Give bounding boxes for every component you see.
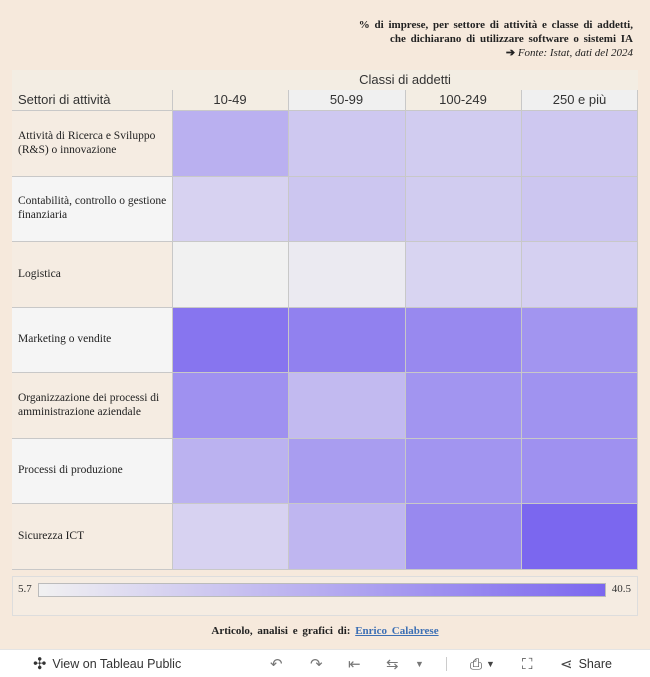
column-header-0: 10-49 xyxy=(213,92,247,107)
heatmap-cell-r5-c1[interactable] xyxy=(288,437,405,503)
heatmap-cell-r1-c3[interactable] xyxy=(521,175,638,241)
title-line-1: % di imprese, per settore di attività e … xyxy=(358,19,633,31)
heatmap-cell-r0-c3[interactable] xyxy=(521,110,638,176)
heatmap-cell-r4-c0[interactable] xyxy=(172,372,288,438)
grid-vline xyxy=(405,90,406,569)
heatmap-cell-r6-c3[interactable] xyxy=(521,503,638,569)
fullscreen-button[interactable]: ⛶ xyxy=(522,650,533,677)
toolbar-divider xyxy=(446,657,447,671)
grid-hline xyxy=(12,503,638,504)
redo-icon: ↷ xyxy=(310,656,323,673)
heatmap-cell-r5-c3[interactable] xyxy=(521,437,638,503)
heatmap-cell-r1-c1[interactable] xyxy=(288,175,405,241)
heatmap-cell-r2-c1[interactable] xyxy=(288,241,405,307)
grid-hline xyxy=(12,241,638,242)
redo-button[interactable]: ↷ xyxy=(310,650,323,677)
pause-dropdown[interactable]: ▼ xyxy=(415,650,424,677)
download-icon: ⎙ xyxy=(470,655,483,673)
view-on-tableau-button[interactable]: ✣ View on Tableau Public xyxy=(33,650,181,677)
heatmap-table: Classi di addetti Settori di attività 10… xyxy=(12,70,638,570)
credit-prefix: Articolo, analisi e grafici di: xyxy=(211,625,351,637)
undo-icon: ↶ xyxy=(270,656,283,673)
grid-vline xyxy=(637,90,638,569)
row-label-4: Organizzazione dei processi di amministr… xyxy=(12,372,172,438)
tableau-logo-icon: ✣ xyxy=(33,656,47,673)
row-label-1: Contabilità, controllo o gestione finanz… xyxy=(12,175,172,241)
heatmap-cell-r3-c1[interactable] xyxy=(288,306,405,372)
revert-icon: ⇤ xyxy=(348,656,361,673)
fullscreen-icon: ⛶ xyxy=(522,655,533,673)
grid-hline xyxy=(12,110,638,111)
row-label-5: Processi di produzione xyxy=(12,437,172,503)
arrow-icon: ➔ xyxy=(505,47,516,59)
heatmap-cell-r4-c1[interactable] xyxy=(288,372,405,438)
heatmap-cell-r4-c3[interactable] xyxy=(521,372,638,438)
heatmap-cell-r6-c0[interactable] xyxy=(172,503,288,569)
refresh-icon: ⇆ xyxy=(386,656,399,673)
title-line-2: che dichiarano di utilizzare software o … xyxy=(389,33,633,45)
color-legend: 5.7 40.5 xyxy=(12,576,638,616)
revert-button[interactable]: ⇤ xyxy=(348,650,361,677)
source-line: ➔ Fonte: Istat, dati del 2024 xyxy=(359,46,633,60)
row-label-6: Sicurezza ICT xyxy=(12,503,172,569)
legend-gradient-bar xyxy=(38,583,606,597)
row-label-3: Marketing o vendite xyxy=(12,306,172,372)
source-text: Istat, dati del 2024 xyxy=(549,47,633,59)
column-header-2: 100-249 xyxy=(439,92,487,107)
heatmap-cell-r6-c2[interactable] xyxy=(405,503,521,569)
heatmap-cell-r0-c2[interactable] xyxy=(405,110,521,176)
row-label-2: Logistica xyxy=(12,241,172,307)
share-icon: ⋖ xyxy=(560,656,573,673)
grid-vline xyxy=(521,90,522,569)
share-button[interactable]: ⋖ Share xyxy=(560,650,612,677)
heatmap-cell-r1-c2[interactable] xyxy=(405,175,521,241)
column-header-3: 250 e più xyxy=(521,90,638,110)
heatmap-cell-r0-c0[interactable] xyxy=(172,110,288,176)
heatmap-cell-r4-c2[interactable] xyxy=(405,372,521,438)
view-on-tableau-label: View on Tableau Public xyxy=(52,657,182,671)
chart-title: % di imprese, per settore di attività e … xyxy=(359,18,633,60)
heatmap-cell-r5-c2[interactable] xyxy=(405,437,521,503)
grid-hline xyxy=(12,176,638,177)
grid-hline xyxy=(12,372,638,373)
heatmap-cell-r5-c0[interactable] xyxy=(172,437,288,503)
grid-hline xyxy=(12,569,638,570)
legend-max-label: 40.5 xyxy=(611,583,631,595)
author-link[interactable]: Enrico Calabrese xyxy=(355,625,439,637)
row-header-title: Settori di attività xyxy=(18,92,111,107)
grid-hline xyxy=(12,438,638,439)
grid-vline xyxy=(288,90,289,569)
column-group-header: Classi di addetti xyxy=(359,72,451,87)
credit-line: Articolo, analisi e grafici di: Enrico C… xyxy=(0,625,650,637)
column-header-1: 50-99 xyxy=(288,90,405,110)
heatmap-cell-r0-c1[interactable] xyxy=(288,110,405,176)
grid-hline xyxy=(12,307,638,308)
heatmap-cell-r3-c2[interactable] xyxy=(405,306,521,372)
tableau-toolbar: ✣ View on Tableau Public ↶ ↷ ⇤ ⇆ ▼ ⎙ ▼ ⛶… xyxy=(0,649,650,677)
heatmap-cell-r2-c3[interactable] xyxy=(521,241,638,307)
legend-min-label: 5.7 xyxy=(18,583,32,595)
grid-vline xyxy=(172,90,173,569)
share-label: Share xyxy=(578,657,612,671)
row-label-0: Attività di Ricerca e Sviluppo (R&S) o i… xyxy=(12,110,172,176)
heatmap-cell-r6-c1[interactable] xyxy=(288,503,405,569)
chevron-down-icon: ▼ xyxy=(415,659,424,669)
refresh-button[interactable]: ⇆ xyxy=(386,650,399,677)
undo-button[interactable]: ↶ xyxy=(270,650,283,677)
source-label: Fonte: xyxy=(517,47,548,59)
download-button[interactable]: ⎙ ▼ xyxy=(470,650,495,677)
download-chevron-icon: ▼ xyxy=(486,659,495,669)
heatmap-cell-r3-c0[interactable] xyxy=(172,306,288,372)
heatmap-cell-r1-c0[interactable] xyxy=(172,175,288,241)
heatmap-cell-r2-c0[interactable] xyxy=(172,241,288,307)
heatmap-cell-r2-c2[interactable] xyxy=(405,241,521,307)
heatmap-cell-r3-c3[interactable] xyxy=(521,306,638,372)
